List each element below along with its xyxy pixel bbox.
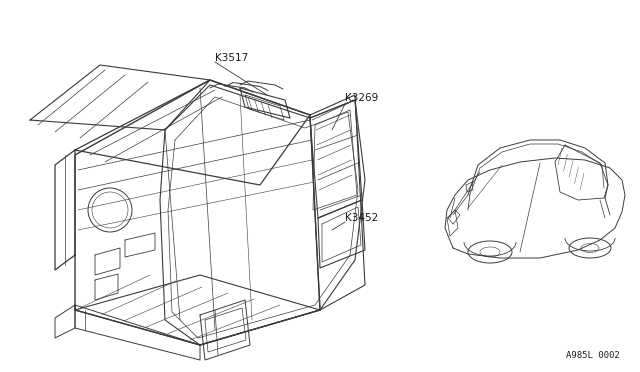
- Text: A985L 0002: A985L 0002: [566, 350, 620, 359]
- Text: K3452: K3452: [345, 213, 378, 223]
- Text: K3517: K3517: [215, 53, 248, 63]
- Text: K3269: K3269: [345, 93, 378, 103]
